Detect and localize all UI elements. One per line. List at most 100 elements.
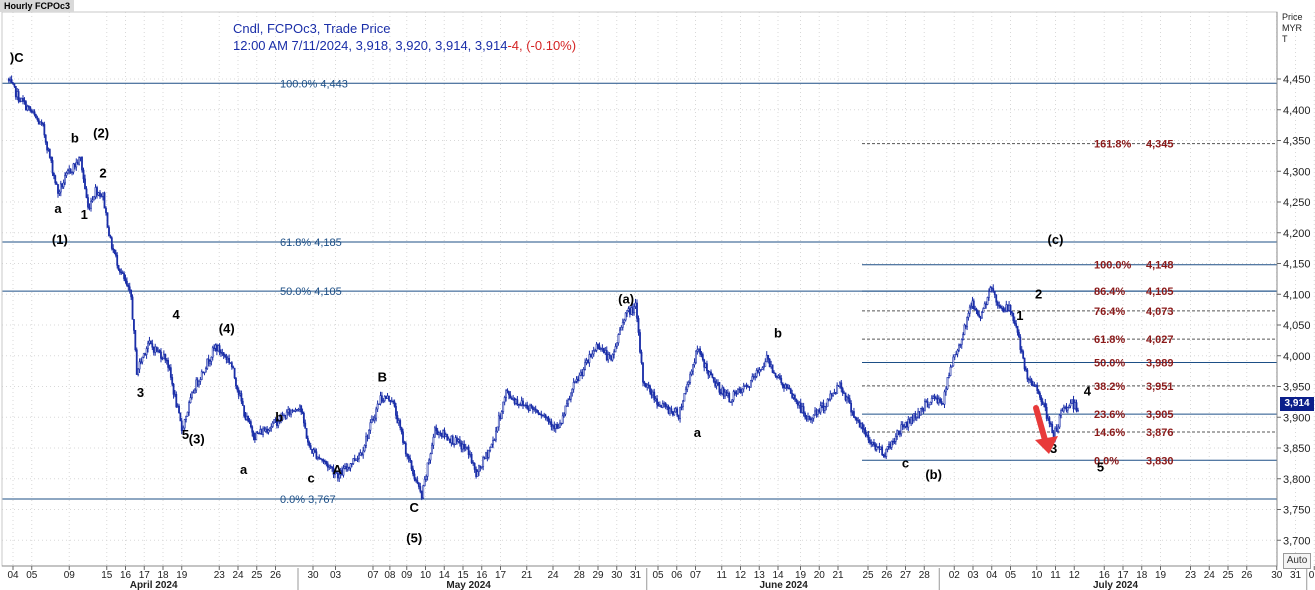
candle-body — [793, 395, 796, 400]
candle-body — [843, 392, 845, 394]
candle-body — [215, 344, 218, 352]
candle-body — [623, 319, 626, 323]
y-tick-label: 3,800 — [1283, 474, 1311, 486]
candle-body — [877, 446, 879, 448]
candle-body — [419, 486, 422, 492]
ohlc-readout: 12:00 AM 7/11/2024, 3,918, 3,920, 3,914,… — [233, 38, 576, 53]
candle-body — [674, 408, 677, 413]
candle-body — [717, 381, 719, 384]
wave-label: 5 — [1097, 459, 1104, 474]
candle-body — [642, 362, 644, 383]
candle-body — [795, 398, 798, 403]
candle-body — [771, 364, 774, 373]
candle-body — [64, 175, 66, 184]
x-tick-label: 20 — [814, 570, 826, 581]
candle-body — [695, 350, 697, 363]
candle-body — [943, 391, 946, 405]
candle-body — [185, 415, 188, 420]
candle-body — [392, 400, 395, 403]
candle-body — [540, 413, 543, 416]
candle-body — [25, 101, 27, 111]
candle-body — [37, 119, 40, 125]
x-tick-label: 12 — [735, 570, 747, 581]
candle-body — [700, 353, 703, 356]
candle-body — [7, 78, 10, 81]
candle-body — [346, 467, 349, 470]
candle-body — [1032, 384, 1034, 386]
candle-body — [12, 82, 14, 85]
candle-body — [1016, 325, 1019, 333]
wave-label: B — [378, 370, 387, 385]
x-tick-label: 31 — [630, 570, 642, 581]
candle-body — [636, 302, 638, 319]
candle-body — [801, 406, 804, 413]
candle-body — [808, 416, 811, 420]
candle-body — [919, 408, 922, 416]
candle-body — [910, 417, 913, 424]
candle-body — [699, 348, 702, 355]
candle-body — [620, 327, 623, 331]
candle-body — [832, 392, 834, 396]
candle-body — [436, 430, 439, 435]
candle-body — [654, 398, 657, 401]
candle-body — [1045, 406, 1048, 419]
candle-body — [325, 460, 328, 465]
wave-label: 4 — [173, 307, 181, 322]
candle-body — [362, 450, 365, 456]
candle-body — [404, 442, 407, 455]
candle-body — [263, 428, 266, 432]
candle-body — [922, 407, 925, 411]
candle-body — [315, 451, 318, 459]
candle-body — [486, 452, 489, 458]
candle-body — [788, 388, 791, 390]
candle-body — [29, 106, 32, 111]
candle-body — [1005, 304, 1008, 312]
candle-body — [328, 465, 331, 468]
candle-body — [983, 303, 986, 309]
candle-body — [39, 121, 42, 125]
candle-body — [1069, 402, 1072, 407]
month-label: May 2024 — [446, 580, 491, 590]
candle-body — [162, 353, 165, 360]
candle-body — [321, 459, 324, 461]
fib-right-pct: 23.6% — [1094, 409, 1125, 421]
candle-body — [217, 345, 220, 352]
wave-label: (a) — [618, 291, 634, 306]
candle-body — [575, 378, 578, 382]
candle-body — [677, 414, 680, 419]
candle-body — [81, 156, 83, 171]
candle-body — [767, 354, 770, 360]
x-tick-label: 24 — [232, 570, 244, 581]
month-label: July 2024 — [1093, 580, 1138, 590]
fib-right-pct: 86.4% — [1094, 286, 1125, 298]
candle-body — [512, 397, 515, 400]
candle-body — [453, 443, 456, 446]
candle-body — [706, 363, 708, 371]
candle-body — [864, 429, 867, 436]
x-tick-label: 24 — [1204, 570, 1216, 581]
candle-body — [19, 100, 21, 103]
x-tick-label: 17 — [139, 570, 151, 581]
candle-body — [270, 426, 273, 429]
candle-body — [893, 440, 896, 443]
candle-body — [85, 188, 88, 198]
candle-body — [141, 356, 144, 363]
candle-body — [22, 97, 24, 102]
wave-label: 3 — [1050, 441, 1057, 456]
candle-body — [584, 362, 586, 370]
candle-body — [58, 191, 61, 194]
candle-body — [287, 409, 290, 413]
candle-body — [587, 360, 589, 363]
candle-body — [942, 403, 944, 405]
candle-body — [117, 264, 120, 270]
auto-scale-button[interactable]: Auto — [1283, 553, 1311, 569]
candle-body — [663, 403, 666, 405]
candle-body — [224, 354, 226, 358]
candle-body — [549, 421, 551, 423]
candle-body — [656, 398, 658, 405]
candle-body — [670, 408, 673, 412]
candle-body — [403, 442, 406, 444]
candle-body — [971, 300, 974, 307]
candle-body — [998, 304, 1001, 307]
candle-body — [90, 201, 92, 209]
